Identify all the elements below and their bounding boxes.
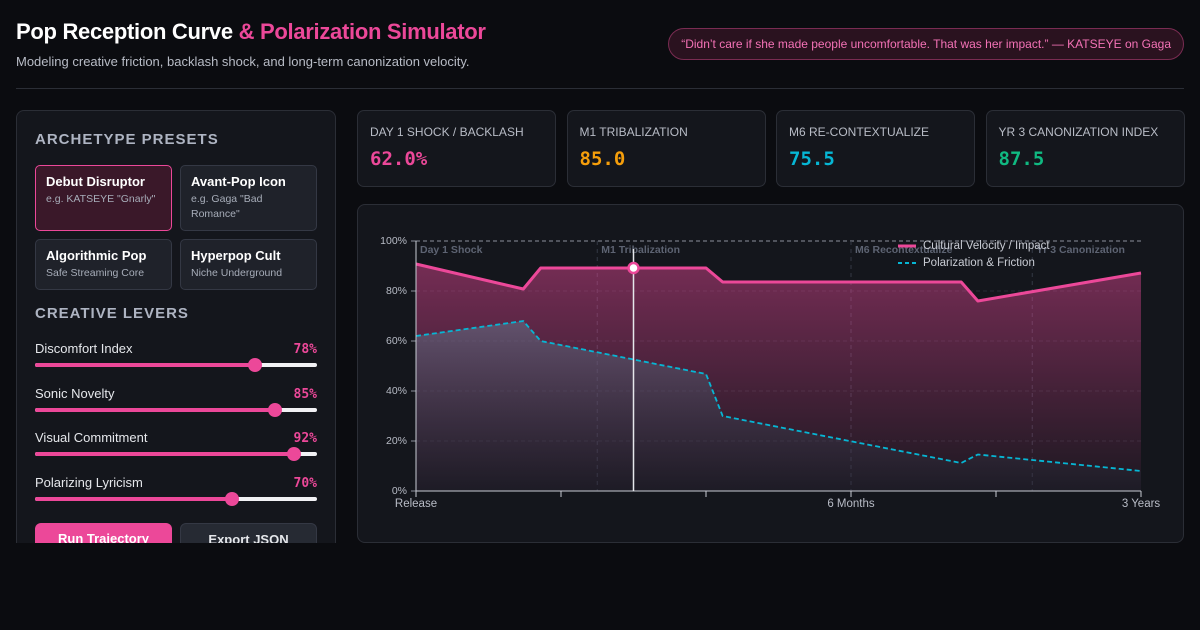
preset-grid: Debut Disruptor e.g. KATSEYE "Gnarly" Avan… [35, 165, 317, 290]
series-line [415, 320, 1142, 472]
lever: Discomfort Index 78% [35, 341, 317, 377]
stat-value: 62.0% [370, 148, 428, 170]
y-tick-label: 20% [386, 435, 407, 447]
section-heading: ARCHETYPE PRESETS [35, 131, 219, 148]
preset-desc: Niche Underground [191, 267, 283, 279]
slider-track[interactable] [35, 491, 317, 506]
slider-thumb[interactable] [267, 402, 282, 417]
slider-track[interactable] [35, 358, 317, 372]
lever: Polarizing Lyricism 70% [35, 475, 317, 511]
stat-card: M1 TRIBALIZATION 85.0 [566, 110, 766, 187]
slider-track[interactable] [35, 447, 317, 461]
slider-fill [35, 407, 275, 412]
lever-value: 85% [293, 386, 317, 402]
slider-fill [35, 452, 295, 456]
title-accent: & Polarization Simulator [238, 19, 486, 44]
app: Pop Reception Curve & Polarization Simul… [16, 19, 1185, 543]
series-line [415, 262, 1142, 303]
phase-label: Yr 3 Canonization [1036, 244, 1125, 256]
preset-name: Avant-Pop Icon [191, 174, 286, 189]
slider-thumb[interactable] [225, 491, 240, 506]
title-main: Pop Reception Curve [16, 19, 233, 44]
lever-value: 92% [293, 431, 317, 446]
y-tick-label: 40% [386, 385, 407, 397]
x-tick-label: Release [395, 498, 437, 510]
preset-desc: e.g. KATSEYE "Gnarly" [46, 193, 156, 205]
preset-name: Algorithmic Pop [46, 248, 147, 263]
chart: 0% 20% 40% 60% 80% 100% Day 1 Shock M1 Tribaliz… [380, 235, 1161, 510]
stat-label: YR 3 CANONIZATION INDEX [998, 125, 1159, 139]
preset-desc: e.g. Gaga "Bad Romance" [191, 193, 263, 220]
stat-label: M1 TRIBALIZATION [579, 125, 688, 139]
slider-track[interactable] [35, 402, 317, 417]
subtitle: Modeling creative friction, backlash sho… [16, 54, 470, 69]
legend-label: Polarization & Friction [923, 257, 1035, 269]
lever-value: 78% [293, 342, 317, 357]
quote-pill: “Didn’t care if she made people uncomfor… [668, 28, 1184, 60]
preset-name: Hyperpop Cult [191, 248, 281, 263]
preset-card[interactable]: Hyperpop Cult Niche Underground [180, 239, 317, 290]
preset-name: Debut Disruptor [46, 174, 145, 189]
preset-card[interactable]: Avant-Pop Icon e.g. Gaga "Bad Romance" [180, 165, 317, 231]
lever-label: Sonic Novelty [35, 385, 115, 401]
button[interactable]: Export JSON [180, 523, 317, 543]
stat-value: 87.5 [998, 148, 1045, 170]
stat-card: M6 RE-CONTEXTUALIZE 75.5 [776, 110, 975, 187]
stat-label: DAY 1 SHOCK / BACKLASH [370, 125, 524, 139]
lever: Sonic Novelty 85% [35, 386, 317, 422]
stat-label: M6 RE-CONTEXTUALIZE [789, 125, 930, 139]
divider [16, 88, 1184, 89]
y-tick-label: 0% [392, 485, 407, 497]
lever-label: Visual Commitment [35, 430, 148, 445]
title: Pop Reception Curve & Polarization Simul… [16, 19, 486, 45]
stat-value: 75.5 [789, 148, 835, 170]
phase-label: M6 Recontextualize [855, 244, 953, 256]
preset-card[interactable]: Debut Disruptor e.g. KATSEYE "Gnarly" [35, 165, 172, 231]
preset-card[interactable]: Algorithmic Pop Safe Streaming Core [35, 239, 172, 290]
x-tick-label: 6 Months [827, 498, 875, 510]
chart-panel: 0% 20% 40% 60% 80% 100% Day 1 Shock M1 Tribaliz… [357, 204, 1184, 543]
slider-fill [35, 496, 233, 501]
lever-label: Discomfort Index [35, 341, 133, 356]
y-tick-label: 80% [386, 285, 407, 297]
stat-card: DAY 1 SHOCK / BACKLASH 62.0% [357, 110, 556, 187]
slider-thumb[interactable] [287, 447, 302, 461]
control-panel: ARCHETYPE PRESETS Debut Disruptor e.g. KA… [16, 110, 336, 543]
phase-label: Day 1 Shock [420, 244, 483, 256]
lever-value: 70% [293, 475, 317, 491]
phase-label: M1 Tribalization [601, 244, 680, 256]
button[interactable]: Run Trajectory [35, 523, 172, 543]
lever: Visual Commitment 92% [35, 430, 317, 466]
x-tick-label: 3 Years [1122, 498, 1161, 510]
section-heading: CREATIVE LEVERS [35, 305, 189, 322]
y-tick-label: 60% [386, 335, 407, 347]
slider-thumb[interactable] [247, 358, 262, 372]
cursor-marker [627, 261, 640, 275]
y-tick-label: 100% [380, 235, 407, 247]
series-area [416, 321, 1141, 491]
stat-card: YR 3 CANONIZATION INDEX 87.5 [985, 110, 1185, 187]
preset-desc: Safe Streaming Core [46, 267, 145, 279]
legend-label: Cultural Velocity / Impact [923, 240, 1050, 252]
slider-fill [35, 363, 255, 367]
lever-label: Polarizing Lyricism [35, 474, 143, 490]
stat-value: 85.0 [579, 148, 626, 170]
